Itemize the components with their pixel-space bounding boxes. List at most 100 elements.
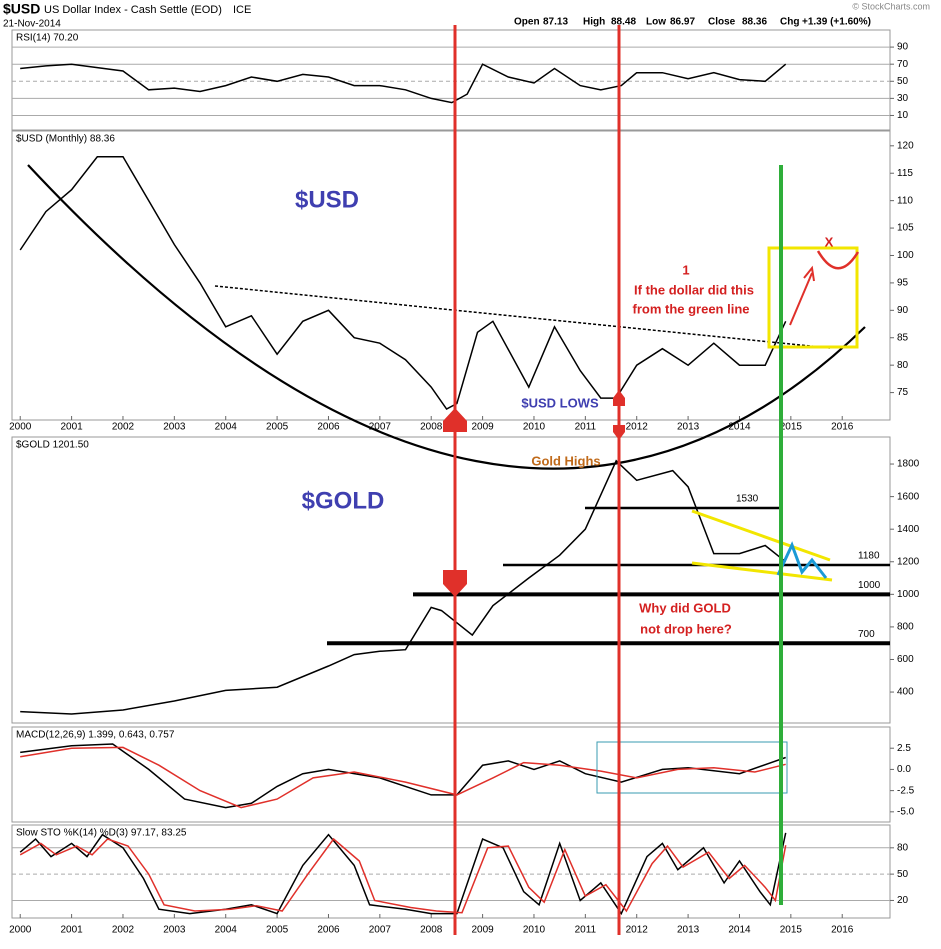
y-tick-label: 20	[897, 895, 909, 906]
close-label: Close	[708, 17, 736, 28]
macd-box	[596, 741, 788, 794]
y-tick-label: -5.0	[897, 806, 915, 817]
usd-trendline	[214, 285, 831, 349]
exchange: ICE	[233, 4, 251, 16]
x-tick-label: 2000	[9, 422, 32, 433]
red-down-arrow	[613, 425, 625, 440]
usd-label: $USD	[295, 186, 359, 213]
x-tick-label: 2010	[523, 925, 546, 936]
y-tick-label: 110	[897, 195, 913, 206]
x-tick-label: 2012	[626, 925, 649, 936]
panel-title: $GOLD 1201.50	[16, 440, 89, 451]
red-curve	[816, 250, 860, 270]
x-tick-label: 2001	[60, 422, 83, 433]
gold-label: $GOLD	[302, 487, 385, 514]
y-tick-label: 0.0	[897, 764, 911, 775]
x-tick-label: 2014	[728, 422, 751, 433]
x-tick-label: 2010	[523, 422, 546, 433]
panel-title: Slow STO %K(14) %D(3) 97.17, 83.25	[16, 828, 187, 839]
x-tick-label: 2016	[831, 925, 854, 936]
x-tick-label: 2015	[780, 422, 803, 433]
panels: RSI(14) 70.20 90 70 50 30 10 $USD (Monthly) 88…	[9, 29, 920, 936]
y-tick-label: 50	[897, 76, 909, 87]
x-tick-label: 2006	[317, 422, 340, 433]
x-tick-label: 2005	[266, 422, 289, 433]
y-tick-label: 115	[897, 168, 913, 179]
x-tick-label: 2002	[112, 925, 135, 936]
x-tick-label: 2011	[575, 925, 597, 936]
y-tick-label: 1800	[897, 459, 920, 470]
low-label: Low	[646, 17, 666, 28]
red-up-arrow	[613, 390, 625, 406]
y-tick-label: 10	[897, 110, 909, 121]
x-tick-label: 2016	[831, 422, 854, 433]
annotation-text: not drop here?	[640, 621, 732, 636]
open-value: 87.13	[543, 17, 568, 28]
series-line	[20, 63, 787, 104]
panel-title: RSI(14) 70.20	[16, 33, 79, 44]
y-tick-label: 1400	[897, 524, 920, 535]
y-tick-label: 50	[897, 869, 909, 880]
support-label: 1000	[858, 580, 881, 591]
usd-lows-label: $USD LOWS	[521, 395, 599, 410]
overlays	[27, 25, 866, 935]
open-label: Open	[514, 17, 540, 28]
y-tick-label: 105	[897, 223, 914, 234]
x-tick-label: 2013	[677, 925, 700, 936]
y-tick-label: 2.5	[897, 743, 911, 754]
gold-highs-label: Gold Highs	[531, 453, 600, 468]
y-tick-label: 80	[897, 842, 909, 853]
x-tick-label: 2004	[215, 422, 238, 433]
low-value: 86.97	[670, 17, 695, 28]
symbol-name: US Dollar Index - Cash Settle (EOD)	[44, 4, 222, 16]
y-tick-label: 400	[897, 687, 914, 698]
y-tick-label: 100	[897, 250, 914, 261]
support-label: 700	[858, 629, 875, 640]
high-value: 88.48	[611, 17, 636, 28]
x-tick-label: 2008	[420, 925, 443, 936]
y-tick-label: 600	[897, 654, 914, 665]
annotation-text: Why did GOLD	[639, 600, 731, 615]
red-down-arrow	[443, 570, 467, 597]
gold-triangle-top	[691, 509, 831, 562]
chg-value: +1.39 (+1.60%)	[802, 17, 871, 28]
y-tick-label: 70	[897, 59, 909, 70]
y-tick-label: 80	[897, 360, 909, 371]
watermark: © StockCharts.com	[852, 1, 930, 11]
support-label: 1180	[858, 551, 880, 562]
series-line	[19, 156, 787, 410]
y-tick-label: -2.5	[897, 785, 915, 796]
chg-label: Chg	[780, 17, 799, 28]
panel-title: MACD(12,26,9) 1.399, 0.643, 0.757	[16, 730, 175, 741]
red-arrowhead	[803, 265, 815, 282]
y-tick-label: 1000	[897, 589, 920, 600]
y-tick-label: 30	[897, 93, 909, 104]
x-tick-label: 2003	[163, 925, 186, 936]
gold-triangle-bottom	[691, 561, 833, 582]
x-tick-label: 2009	[471, 925, 494, 936]
close-value: 88.36	[742, 17, 767, 28]
panel-frame	[11, 726, 891, 823]
panel-frame	[11, 824, 891, 919]
panel-frame	[11, 436, 891, 724]
y-tick-label: 90	[897, 305, 909, 316]
y-tick-label: 90	[897, 42, 909, 53]
y-tick-label: 800	[897, 622, 914, 633]
y-tick-label: 1600	[897, 491, 920, 502]
annotation-text: If the dollar did this	[634, 282, 754, 297]
red-projection	[789, 272, 813, 326]
x-tick-label: 2011	[575, 422, 597, 433]
x-tick-label: 2003	[163, 422, 186, 433]
x-tick-label: 2001	[60, 925, 83, 936]
yellow-box	[767, 246, 859, 349]
y-tick-label: 1200	[897, 556, 920, 567]
x-tick-label: 2006	[317, 925, 340, 936]
high-label: High	[583, 17, 605, 28]
panel-frame	[11, 29, 891, 131]
annotation-number: 1	[682, 262, 689, 277]
y-tick-label: 95	[897, 278, 909, 289]
x-tick-label: 2007	[369, 925, 392, 936]
y-tick-label: 120	[897, 140, 914, 151]
x-tick-label: 2004	[215, 925, 238, 936]
